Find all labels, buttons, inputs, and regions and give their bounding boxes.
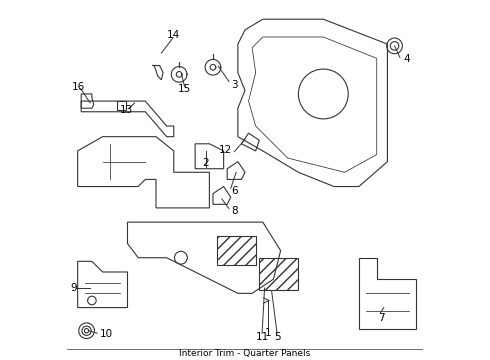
Text: 13: 13 [120,105,133,115]
Text: 10: 10 [100,329,113,339]
Bar [117,101,126,110]
Text: 3: 3 [231,80,238,90]
Text: 1: 1 [265,328,271,338]
Text: 7: 7 [378,312,384,323]
Text: 15: 15 [178,84,191,94]
Text: 16: 16 [72,82,85,92]
Text: 6: 6 [231,186,238,196]
Text: 2: 2 [202,158,209,168]
Text: 11: 11 [255,332,269,342]
Text: 9: 9 [70,283,77,293]
Text: 5: 5 [274,332,280,342]
Text: Interior Trim - Quarter Panels: Interior Trim - Quarter Panels [179,349,311,358]
Text: 12: 12 [219,145,232,155]
Text: 4: 4 [403,54,410,64]
Text: 8: 8 [231,206,238,216]
Text: 14: 14 [167,30,180,40]
